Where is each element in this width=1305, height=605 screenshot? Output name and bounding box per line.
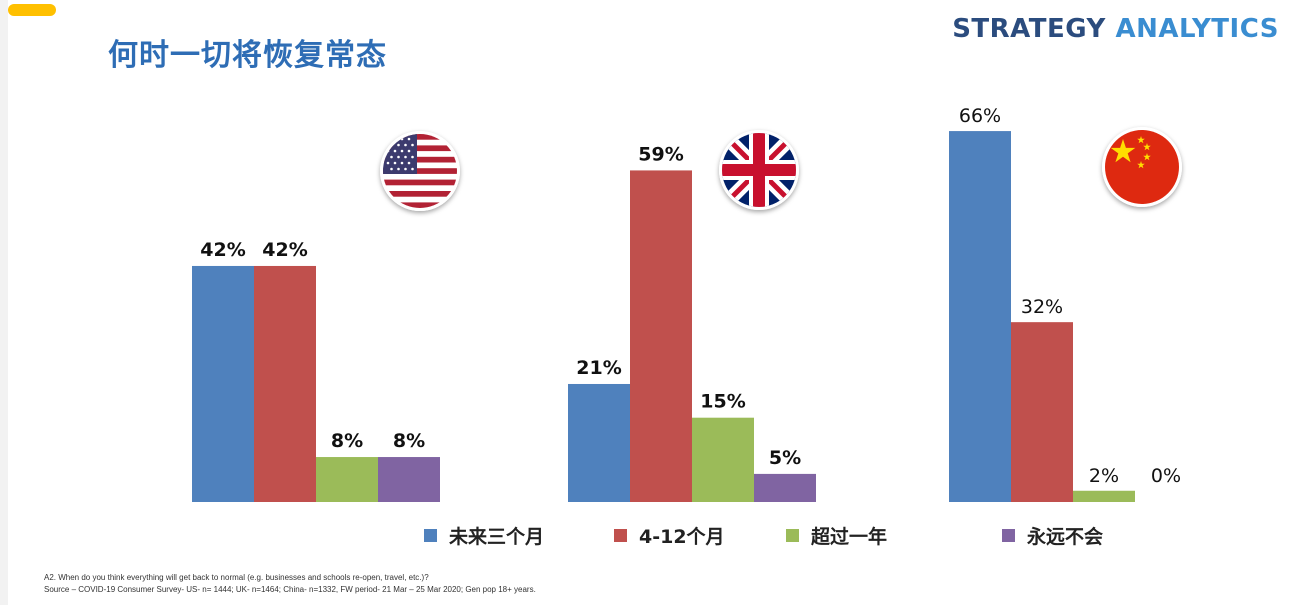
bar-group2-never [754, 473, 816, 502]
legend-item-never: 永远不会 [1002, 522, 1103, 549]
accent-tab [8, 4, 56, 16]
footnote-source: Source – COVID-19 Consumer Survey- US- n… [44, 585, 536, 594]
legend-swatch [786, 529, 799, 542]
brand-logo-part1: STRATEGY [952, 14, 1106, 44]
bar-group2-over-a-year [692, 417, 754, 502]
china-flag-icon [1102, 127, 1182, 207]
legend-item-over-a-year: 超过一年 [786, 522, 887, 549]
bar-group3-over-a-year [1073, 490, 1135, 502]
legend-swatch [424, 529, 437, 542]
brand-logo: STRATEGY ANALYTICS [952, 14, 1279, 44]
footnote-question: A2. When do you think everything will ge… [44, 573, 429, 582]
data-label-group1-never: 8% [393, 430, 425, 452]
legend-item-next-3-months: 未来三个月 [424, 522, 544, 549]
slide-title: 何时一切将恢复常态 [108, 38, 387, 73]
page-margin-left [0, 0, 8, 605]
data-label-group3-over-a-year: 2% [1089, 465, 1119, 487]
bar-group2-next-3-months [568, 383, 630, 502]
data-label-group1-4-12-months: 42% [262, 239, 307, 261]
legend-label: 超过一年 [811, 526, 888, 548]
legend-swatch [1002, 529, 1015, 542]
data-label-group3-next-3-months: 66% [959, 105, 1001, 127]
legend-label: 未来三个月 [449, 526, 545, 548]
us-flag-icon [380, 131, 460, 211]
data-label-group3-4-12-months: 32% [1021, 296, 1063, 318]
data-label-group2-never: 5% [769, 447, 801, 469]
bar-group3-next-3-months [949, 131, 1011, 502]
data-label-group3-never: 0% [1151, 465, 1181, 487]
uk-flag-icon [719, 130, 799, 210]
data-label-group1-over-a-year: 8% [331, 430, 363, 452]
bar-group1-next-3-months [192, 265, 254, 502]
bar-group1-4-12-months [254, 265, 316, 502]
bar-group1-never [378, 457, 440, 502]
brand-logo-part2: ANALYTICS [1115, 14, 1279, 44]
legend-label: 永远不会 [1027, 526, 1104, 548]
bar-group2-4-12-months [630, 170, 692, 503]
data-label-group1-next-3-months: 42% [200, 239, 245, 261]
legend-swatch [614, 529, 627, 542]
data-label-group2-next-3-months: 21% [576, 357, 621, 379]
bar-group1-over-a-year [316, 457, 378, 502]
data-label-group2-4-12-months: 59% [638, 143, 683, 165]
bar-group3-4-12-months [1011, 322, 1073, 502]
chart-legend: 未来三个月 4-12个月 超过一年 永远不会 [0, 522, 1305, 548]
legend-label: 4-12个月 [639, 526, 725, 548]
legend-item-4-12-months: 4-12个月 [614, 522, 725, 549]
data-label-group2-over-a-year: 15% [700, 391, 745, 413]
